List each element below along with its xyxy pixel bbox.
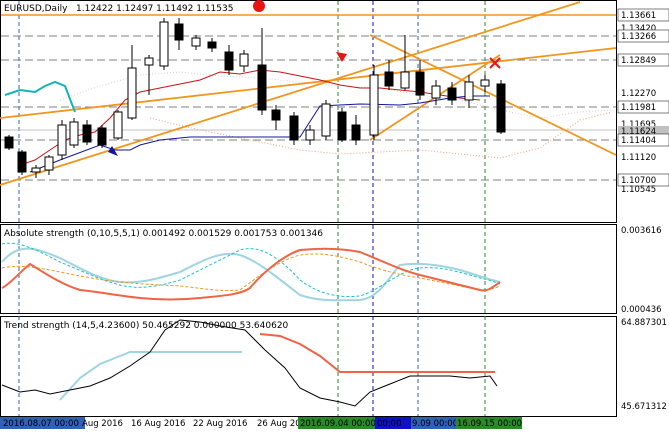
- bear-candle: [4, 136, 14, 149]
- cross-marker-icon: [489, 57, 501, 69]
- time-label: 9.09 00:00: [412, 419, 458, 429]
- arrow-marker-icon: [336, 52, 347, 62]
- time-label: 00:00: [377, 419, 402, 429]
- bear-candle: [97, 127, 107, 146]
- bull-candle: [431, 85, 441, 99]
- price-label: 1.12849: [617, 53, 669, 67]
- bull-candle: [144, 57, 154, 66]
- bull-candle: [159, 21, 169, 67]
- svg-text:1.13661: 1.13661: [621, 11, 656, 21]
- time-label: 2016.08.07 00:00: [3, 419, 79, 429]
- bear-candle: [82, 124, 92, 143]
- absolute-strength-top-value: 0.003616: [621, 226, 662, 236]
- svg-text:1.11404: 1.11404: [621, 136, 656, 146]
- blue-arrow-icon: [108, 146, 118, 156]
- bear-candle: [384, 71, 394, 87]
- svg-text:1.10700: 1.10700: [621, 176, 656, 186]
- price-label: 1.13661: [617, 8, 669, 22]
- ichimoku-cloud: [59, 71, 613, 159]
- main-panel[interactable]: [0, 0, 617, 223]
- price-label: 1.11624: [618, 126, 669, 137]
- svg-text:1.11624: 1.11624: [621, 127, 656, 137]
- bull-candle: [239, 53, 249, 67]
- bear-candle: [337, 111, 347, 141]
- time-label: 26 Aug 20: [257, 419, 301, 429]
- trend-strength-panel[interactable]: [0, 316, 617, 417]
- bull-candle: [127, 67, 137, 119]
- absolute-strength-bottom-value: 0.000436: [621, 305, 662, 315]
- high-marker-icon: [253, 0, 265, 12]
- time-axis: 2016.08.07 00:00 Aug 2016 16 Aug 2016 22…: [0, 417, 522, 429]
- time-label: 22 Aug 2016: [193, 419, 247, 429]
- bear-candle: [207, 41, 217, 49]
- bull-candle: [400, 71, 410, 89]
- bull-candle: [305, 129, 315, 141]
- price-label: 1.11120: [621, 153, 656, 163]
- svg-text:1.11981: 1.11981: [621, 103, 656, 113]
- bull-candle: [57, 124, 67, 156]
- bear-candle: [496, 83, 506, 133]
- time-label: Aug 2016: [82, 419, 123, 429]
- bear-candle: [271, 109, 281, 121]
- symbol-label: EURUSD,Daily: [4, 4, 68, 14]
- bear-candle: [351, 124, 361, 141]
- bull-candle: [369, 74, 379, 136]
- bull-candle: [191, 37, 201, 47]
- price-label: 1.10545: [621, 185, 656, 195]
- price-label: 1.11404: [617, 133, 669, 147]
- time-label: 16.09.15 00:00: [457, 419, 522, 429]
- bull-candle: [69, 121, 79, 146]
- svg-text:1.12849: 1.12849: [621, 56, 656, 66]
- price-label: 1.12270: [621, 89, 656, 99]
- bear-candle: [224, 51, 234, 71]
- bear-candle: [447, 87, 457, 101]
- price-axis: 1.13661 1.13420 1.13266 1.12849 1.12270 …: [617, 8, 669, 195]
- bear-candle: [257, 64, 267, 111]
- bear-candle: [17, 151, 27, 173]
- bull-candle: [464, 81, 474, 101]
- teal-line: [4, 80, 76, 113]
- price-label: 1.13420: [621, 24, 656, 34]
- bull-candle: [31, 167, 41, 173]
- candlesticks: [4, 18, 506, 178]
- trend-strength-bottom-value: 45.671312: [621, 402, 667, 412]
- svg-text:1.13266: 1.13266: [621, 32, 656, 42]
- trend-strength-lines: [1, 319, 498, 407]
- vertical-markers: [18, 1, 486, 416]
- bear-candle: [174, 23, 184, 41]
- price-label: 1.11981: [617, 100, 669, 114]
- bear-candle: [289, 115, 299, 141]
- absolute-strength-panel[interactable]: [0, 224, 617, 314]
- absolute-strength-header: Absolute strength (0,10,5,5,1) 0.001492 …: [4, 229, 323, 239]
- bull-candle: [113, 111, 123, 139]
- bear-candle: [415, 71, 425, 96]
- time-label: 16 Aug 2016: [131, 419, 185, 429]
- trend-strength-top-value: 64.887301: [621, 318, 667, 328]
- bull-candle: [321, 103, 331, 137]
- price-label: 1.10700: [617, 173, 669, 187]
- absolute-strength-lines: [1, 242, 501, 302]
- blue-kijun-line: [29, 95, 490, 173]
- price-label: 1.13266: [617, 29, 669, 43]
- time-label: 2016.09.04 00:00: [300, 419, 376, 429]
- ohlc-label: 1.12422 1.12497 1.11492 1.11535: [76, 4, 233, 14]
- price-label: 1.11695: [621, 120, 656, 130]
- bull-candle: [480, 79, 490, 87]
- trend-strength-header: Trend strength (14,5,4.23600) 50.465292 …: [3, 321, 289, 331]
- bull-candle: [44, 156, 54, 171]
